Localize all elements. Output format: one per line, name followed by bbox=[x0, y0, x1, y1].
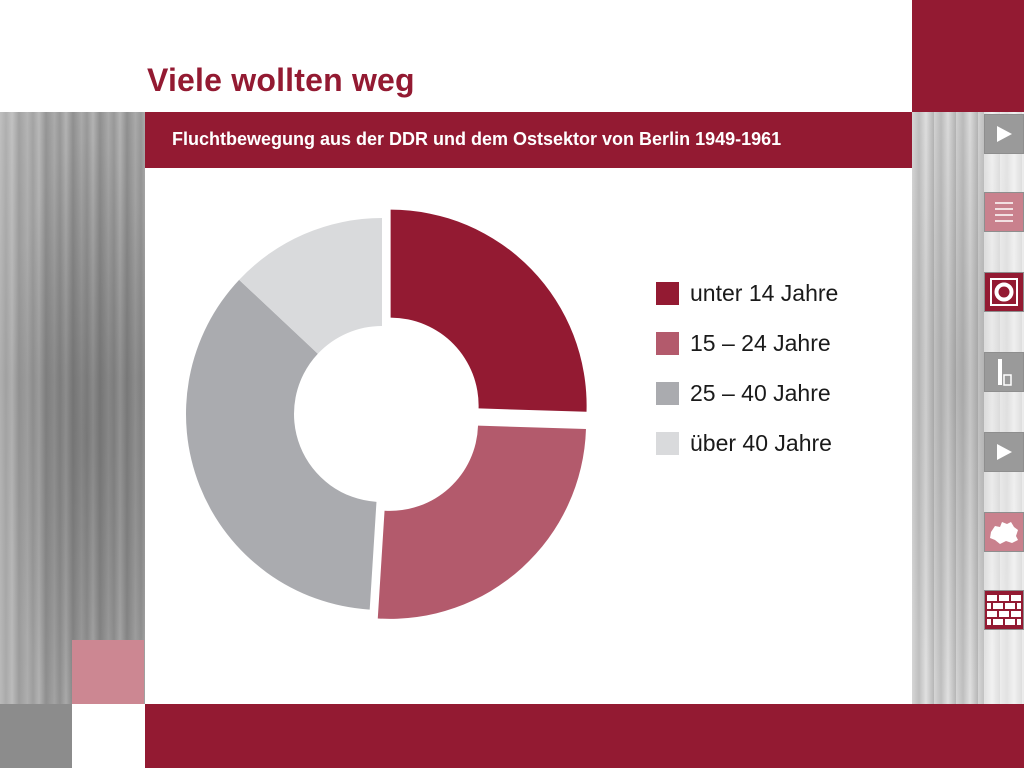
donut-slice-1 bbox=[390, 209, 587, 412]
donut-chart bbox=[186, 209, 587, 619]
legend-label: über 40 Jahre bbox=[690, 430, 832, 456]
berlin-map-icon bbox=[990, 522, 1018, 544]
legend-label: 25 – 40 Jahre bbox=[690, 380, 831, 406]
legend-label: unter 14 Jahre bbox=[690, 280, 839, 306]
nav-list-button[interactable] bbox=[984, 192, 1024, 232]
page-title: Viele wollten weg bbox=[147, 62, 415, 98]
nav-play-button[interactable] bbox=[984, 114, 1024, 154]
legend-item: unter 14 Jahre bbox=[656, 278, 886, 308]
legend-swatch bbox=[656, 382, 679, 405]
legend-swatch bbox=[656, 432, 679, 455]
nav-map-button[interactable] bbox=[984, 512, 1024, 552]
chart-area bbox=[145, 168, 912, 704]
legend-item: 25 – 40 Jahre bbox=[656, 378, 886, 408]
play-icon bbox=[997, 444, 1012, 460]
legend-swatch bbox=[656, 332, 679, 355]
bottom-bar bbox=[145, 704, 1024, 768]
chart-title: Fluchtbewegung aus der DDR und dem Ostse… bbox=[172, 129, 782, 149]
list-icon bbox=[995, 202, 1013, 222]
legend-swatch bbox=[656, 282, 679, 305]
play-icon bbox=[997, 126, 1012, 142]
nav-wall-button[interactable] bbox=[984, 590, 1024, 630]
wall-icon bbox=[987, 595, 1021, 625]
legend-item: über 40 Jahre bbox=[656, 428, 886, 458]
donut-slice-4 bbox=[239, 218, 382, 354]
subtitle-bar bbox=[145, 112, 912, 168]
ring-icon bbox=[990, 278, 1018, 306]
decor-block-pink bbox=[72, 640, 144, 704]
decor-block-top-right bbox=[912, 0, 1024, 112]
background-photo-left bbox=[0, 112, 145, 704]
nav-info-button[interactable] bbox=[984, 352, 1024, 392]
donut-slice-2 bbox=[377, 425, 586, 619]
info-icon bbox=[998, 359, 1012, 386]
decor-block-gray bbox=[0, 704, 72, 768]
legend-label: 15 – 24 Jahre bbox=[690, 330, 831, 356]
nav-next-button[interactable] bbox=[984, 432, 1024, 472]
nav-ring-button[interactable] bbox=[984, 272, 1024, 312]
legend-item: 15 – 24 Jahre bbox=[656, 328, 886, 358]
donut-slice-3 bbox=[186, 279, 377, 610]
